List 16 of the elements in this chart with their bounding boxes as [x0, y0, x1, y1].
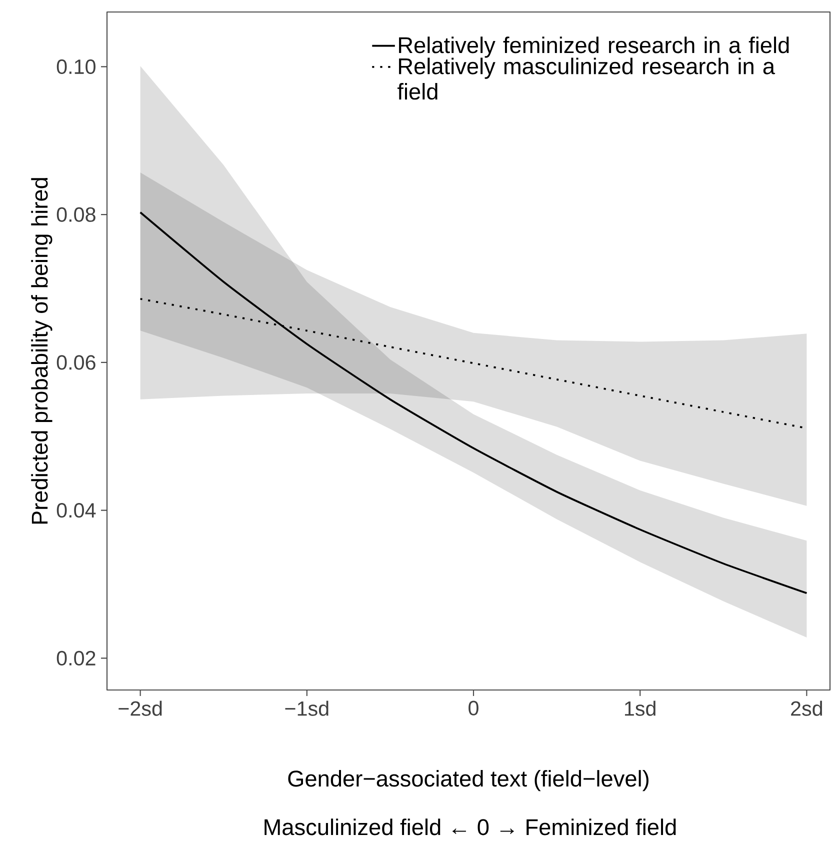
y-tick-label: 0.08: [56, 207, 96, 222]
y-tick-label: 0.02: [56, 650, 96, 666]
legend-label: Relatively masculinized research in a field: [397, 58, 776, 100]
text: Masculinized field ← 0 → Feminized field: [264, 818, 676, 836]
legend-label: Relatively feminized research in a field: [399, 36, 789, 58]
x-tick-label: 0: [468, 700, 478, 716]
x-tick-label: 2sd: [791, 700, 822, 716]
x-tick-label: 1sd: [625, 700, 656, 716]
y-axis-title: Predicted probability of being hired: [31, 178, 52, 524]
line-series: [139, 211, 808, 594]
y-tick-label: 0.10: [56, 59, 96, 74]
y-tick-label: 0.04: [56, 503, 96, 518]
y-tick-label: 0.06: [56, 355, 96, 370]
x-axis-title: Gender−associated text (field−level): [288, 770, 648, 792]
x-tick-label: −2sd: [118, 700, 162, 716]
x-tick-label: −1sd: [285, 700, 328, 716]
